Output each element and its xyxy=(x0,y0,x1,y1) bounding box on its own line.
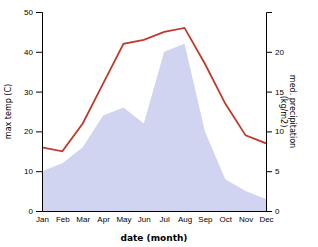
y2-axis-tick: 5 xyxy=(266,167,280,176)
y-axis-tick-label: 0 xyxy=(29,207,34,216)
y-axis-tick: 30 xyxy=(24,88,42,97)
x-axis-tick-label: Oct xyxy=(220,215,233,224)
plot: JanFebMarAprMayJunJulAugSepOctNovDec0102… xyxy=(24,8,284,224)
x-axis-tick-label: Nov xyxy=(239,215,253,224)
x-axis-tick: Nov xyxy=(239,211,253,224)
y-axis-tick-label: 40 xyxy=(24,48,33,57)
y-axis-tick-mark xyxy=(36,52,42,53)
y2-axis-tick-label: 20 xyxy=(275,48,284,57)
y-axis: 0 10 20 30 40 50 xyxy=(24,8,42,216)
x-axis-tick-label: Jun xyxy=(138,215,151,224)
y2-axis-tick-mark xyxy=(266,52,272,53)
x-axis: Jan Feb Mar Apr May Jun Jul Aug Sep Oct Nov Dec xyxy=(36,211,274,224)
x-axis-line xyxy=(43,211,267,212)
y2-axis-tick-label: 0 xyxy=(275,207,280,216)
y2-axis-tick-label: 10 xyxy=(275,127,284,136)
y-axis-title: max temp (C) xyxy=(4,84,13,139)
x-axis-tick: Jun xyxy=(138,211,151,224)
x-axis-tick-label: Apr xyxy=(97,215,110,224)
y-axis-tick-mark xyxy=(36,211,42,212)
x-axis-tick-label: Aug xyxy=(178,215,192,224)
chart: JanFebMarAprMayJunJulAugSepOctNovDec0102… xyxy=(0,0,318,247)
x-axis-tick: Aug xyxy=(178,211,192,224)
y-axis-tick: 20 xyxy=(24,127,42,136)
y-axis-tick-mark xyxy=(36,171,42,172)
x-axis-tick: Jul xyxy=(160,211,170,224)
x-axis-tick: Dec xyxy=(259,211,273,224)
x-axis-title: date (month) xyxy=(121,233,188,243)
x-axis-tick: Feb xyxy=(56,211,70,224)
x-axis-tick-label: May xyxy=(116,215,131,224)
y2-axis-tick: 10 xyxy=(266,127,284,136)
y-axis-tick-mark xyxy=(36,131,42,132)
marks xyxy=(42,28,266,211)
x-axis-tick-label: Jan xyxy=(36,215,49,224)
x-axis-tick: Oct xyxy=(220,211,233,224)
x-axis-tick-label: Jul xyxy=(160,215,170,224)
x-axis-tick: Jan xyxy=(36,211,49,224)
y2-axis-title-line: (kg/m2) xyxy=(279,96,288,128)
x-axis-tick-label: Mar xyxy=(76,215,90,224)
y-axis-tick-mark xyxy=(36,12,42,13)
y2-axis-line xyxy=(267,13,273,212)
y-axis-tick-mark xyxy=(36,92,42,93)
y2-axis-tick-mark xyxy=(266,131,272,132)
line xyxy=(42,28,266,151)
x-axis-tick-label: Feb xyxy=(56,215,70,224)
y2-axis-title-line: med. precipitation xyxy=(288,75,297,148)
y-axis-tick: 40 xyxy=(24,48,42,57)
y2-axis-tick: 20 xyxy=(266,48,284,57)
y-axis-tick-label: 50 xyxy=(24,8,33,17)
area xyxy=(42,44,266,211)
x-axis-tick-label: Dec xyxy=(259,215,273,224)
x-axis-tick-label: Sep xyxy=(198,215,213,224)
x-axis-tick: Mar xyxy=(76,211,90,224)
y-axis-tick-label: 20 xyxy=(24,127,33,136)
x-axis-tick: May xyxy=(116,211,131,224)
y2-axis-tick-mark xyxy=(266,171,272,172)
y2-axis-tick-mark xyxy=(266,92,272,93)
y-axis-tick: 0 xyxy=(29,207,42,216)
y-axis-tick: 50 xyxy=(24,8,42,17)
y-axis-tick: 10 xyxy=(24,167,42,176)
y-axis-tick-label: 30 xyxy=(24,88,33,97)
x-axis-tick: Apr xyxy=(97,211,110,224)
x-axis-tick: Sep xyxy=(198,211,213,224)
y2-axis-tick-label: 5 xyxy=(275,167,280,176)
y2-axis-tick: 0 xyxy=(266,207,280,216)
y2-axis-title: med. precipitation(kg/m2) xyxy=(279,75,297,148)
y-axis-line xyxy=(36,13,43,212)
y2-axis-tick-mark xyxy=(266,211,272,212)
y-axis-tick-label: 10 xyxy=(24,167,33,176)
